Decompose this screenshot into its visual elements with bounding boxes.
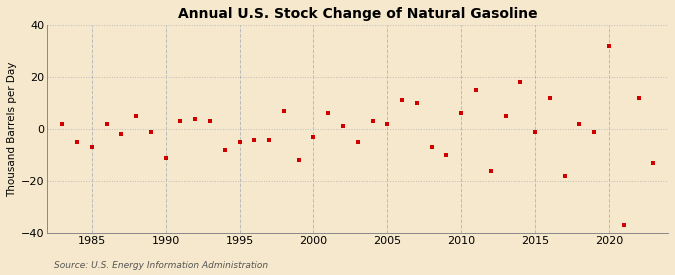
Point bbox=[589, 130, 599, 134]
Point bbox=[234, 140, 245, 144]
Point bbox=[323, 111, 333, 116]
Point bbox=[308, 135, 319, 139]
Point bbox=[264, 137, 275, 142]
Point bbox=[574, 122, 585, 126]
Point bbox=[456, 111, 466, 116]
Point bbox=[190, 117, 200, 121]
Point bbox=[205, 119, 215, 123]
Point bbox=[219, 148, 230, 152]
Point bbox=[86, 145, 97, 150]
Point bbox=[500, 114, 511, 118]
Point bbox=[72, 140, 82, 144]
Point bbox=[603, 43, 614, 48]
Point bbox=[116, 132, 127, 136]
Title: Annual U.S. Stock Change of Natural Gasoline: Annual U.S. Stock Change of Natural Gaso… bbox=[178, 7, 537, 21]
Y-axis label: Thousand Barrels per Day: Thousand Barrels per Day bbox=[7, 61, 17, 197]
Point bbox=[160, 156, 171, 160]
Point bbox=[278, 109, 289, 113]
Point bbox=[131, 114, 142, 118]
Point bbox=[633, 96, 644, 100]
Point bbox=[470, 88, 481, 92]
Point bbox=[101, 122, 112, 126]
Point bbox=[426, 145, 437, 150]
Point bbox=[441, 153, 452, 157]
Point bbox=[485, 169, 496, 173]
Point bbox=[530, 130, 541, 134]
Point bbox=[382, 122, 393, 126]
Point bbox=[397, 98, 408, 103]
Point bbox=[145, 130, 156, 134]
Point bbox=[648, 161, 659, 165]
Text: Source: U.S. Energy Information Administration: Source: U.S. Energy Information Administ… bbox=[54, 260, 268, 270]
Point bbox=[352, 140, 363, 144]
Point bbox=[618, 223, 629, 228]
Point bbox=[175, 119, 186, 123]
Point bbox=[545, 96, 556, 100]
Point bbox=[515, 80, 526, 84]
Point bbox=[367, 119, 378, 123]
Point bbox=[57, 122, 68, 126]
Point bbox=[559, 174, 570, 178]
Point bbox=[249, 137, 260, 142]
Point bbox=[338, 124, 348, 129]
Point bbox=[412, 101, 423, 105]
Point bbox=[293, 158, 304, 163]
